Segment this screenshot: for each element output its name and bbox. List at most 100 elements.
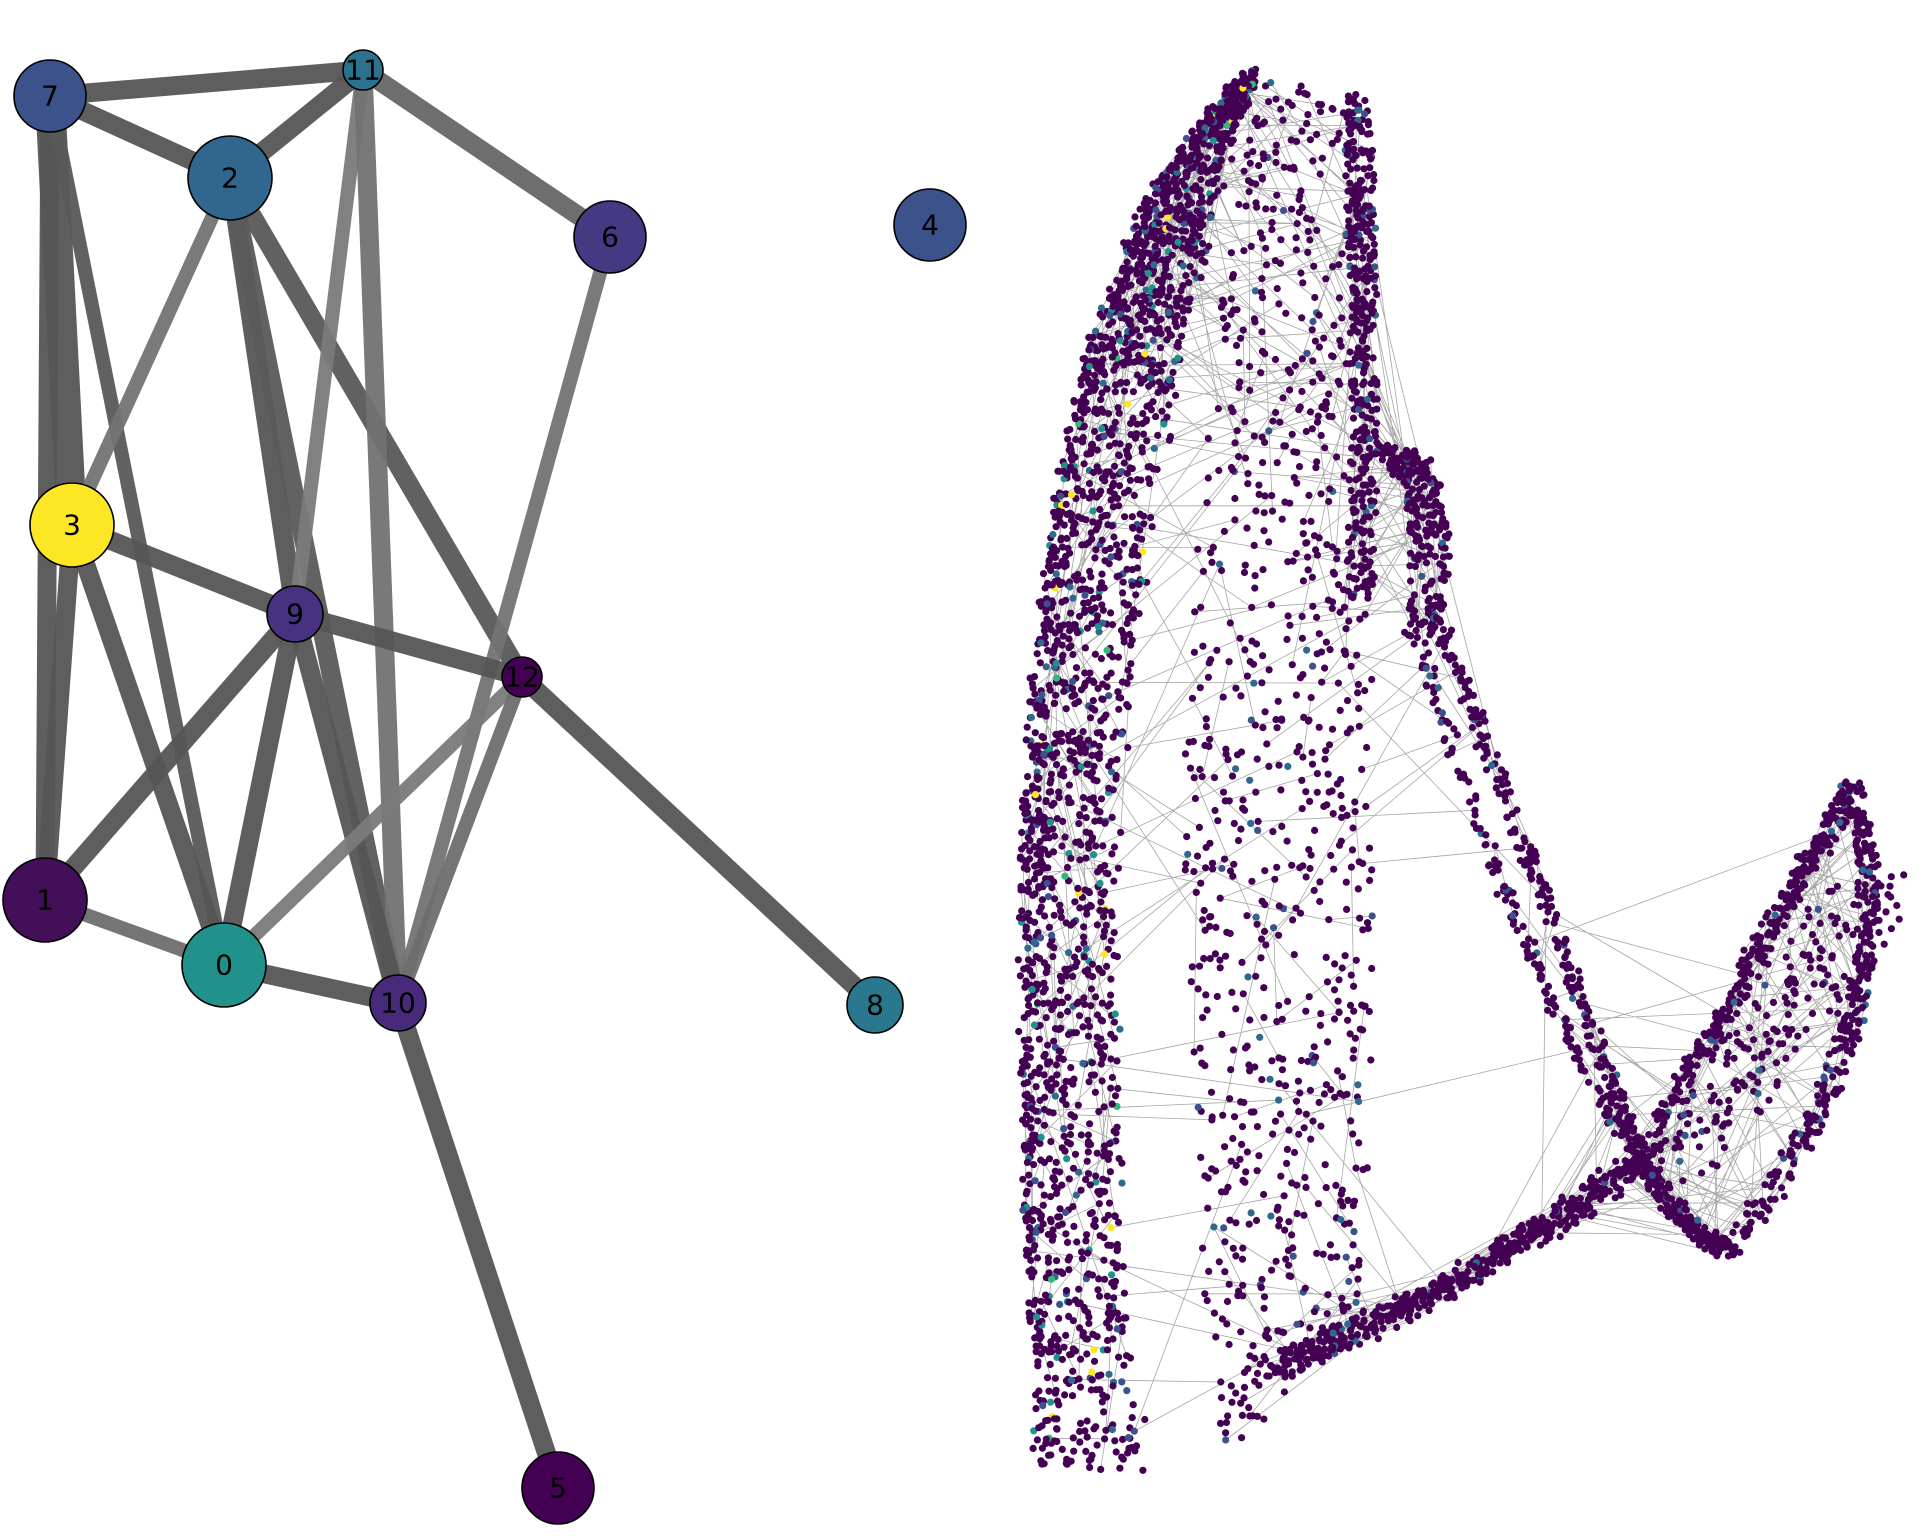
cell-point	[1283, 635, 1291, 644]
cell-point	[1188, 694, 1197, 702]
cell-point	[1344, 1016, 1352, 1024]
cell-point	[1124, 1449, 1132, 1457]
cell-point	[1273, 724, 1281, 732]
cell-point	[1142, 249, 1150, 257]
cell-point	[1576, 975, 1584, 983]
cell-point	[1366, 435, 1374, 443]
cell-point	[1139, 548, 1147, 556]
cell-point	[1174, 354, 1182, 362]
node-circle	[181, 922, 267, 1008]
cell-point	[1155, 219, 1163, 227]
cell-point	[1043, 1297, 1051, 1305]
cell-point	[1051, 1374, 1059, 1382]
cell-point	[1139, 304, 1147, 312]
cell-point	[1326, 485, 1334, 493]
cell-point	[1030, 875, 1039, 883]
cell-point	[1370, 375, 1378, 383]
cell-point	[1246, 386, 1254, 394]
cell-point	[1260, 509, 1268, 517]
cell-point	[1053, 1257, 1061, 1265]
cell-point	[1363, 243, 1371, 251]
cell-point	[1331, 1093, 1339, 1101]
cell-point	[1040, 1158, 1048, 1167]
cell-point	[1321, 444, 1329, 452]
cell-point	[1043, 1079, 1051, 1087]
cell-point	[1023, 964, 1031, 972]
cell-point	[1367, 155, 1375, 163]
cell-point	[1288, 661, 1296, 669]
cell-point	[1645, 1131, 1653, 1139]
cell-point	[1100, 368, 1108, 376]
cell-point	[1729, 1228, 1737, 1236]
cell-point	[1100, 1234, 1108, 1242]
cell-point	[1560, 939, 1568, 947]
cell-point	[1221, 1268, 1229, 1276]
cell-point	[1038, 896, 1047, 904]
cell-point	[1158, 256, 1166, 264]
cell-point	[1246, 1412, 1254, 1420]
cell-point	[1239, 796, 1247, 804]
cell-point	[1078, 515, 1086, 523]
cell-point	[1292, 1097, 1301, 1105]
cell-point	[1290, 163, 1298, 171]
cell-point	[1124, 1434, 1132, 1442]
cell-point	[1338, 1294, 1346, 1302]
cell-point	[1092, 842, 1100, 850]
cell-point	[1063, 1238, 1072, 1247]
cell-point	[1347, 662, 1355, 670]
cell-point	[1047, 1342, 1055, 1350]
cell-point	[1239, 1281, 1247, 1289]
cell-point	[1344, 587, 1352, 595]
cell-point	[1240, 167, 1248, 175]
cell-point	[1241, 1044, 1250, 1052]
cell-point	[1256, 1360, 1264, 1368]
cell-point	[1293, 1320, 1301, 1328]
cell-point	[1455, 666, 1463, 674]
cell-point	[1047, 1193, 1055, 1201]
cell-point	[1216, 894, 1224, 902]
cell-point	[1075, 1012, 1084, 1020]
cell-point	[1284, 762, 1292, 771]
cell-point	[1053, 1342, 1061, 1350]
cell-point	[1262, 205, 1270, 213]
cell-point	[1363, 1333, 1371, 1341]
cell-point	[1101, 546, 1109, 555]
cell-point	[1055, 794, 1063, 802]
cell-point	[1087, 573, 1095, 581]
cell-point	[1335, 261, 1343, 269]
cell-point	[1088, 441, 1097, 449]
cell-point	[1497, 766, 1506, 774]
cell-point	[1383, 1302, 1391, 1310]
cell-point	[1320, 334, 1328, 342]
cell-point	[1025, 1001, 1033, 1010]
cell-point	[1049, 1226, 1057, 1234]
cell-point	[1227, 1382, 1235, 1390]
cell-point	[1069, 1367, 1077, 1375]
cell-point	[1093, 1333, 1101, 1341]
cell-point	[1073, 1238, 1081, 1246]
cell-point	[1201, 926, 1209, 934]
cell-point	[1091, 371, 1099, 379]
cell-point	[1047, 1138, 1055, 1146]
cell-point	[1076, 856, 1084, 864]
cell-point	[1056, 1011, 1064, 1019]
cell-point	[1319, 1250, 1327, 1258]
cell-point	[1551, 1207, 1559, 1215]
cell-point	[1527, 1236, 1535, 1244]
cell-point	[1219, 314, 1228, 322]
cell-point	[1365, 202, 1373, 210]
cell-point	[1275, 1080, 1283, 1088]
cell-point	[1371, 263, 1379, 271]
cell-point	[1027, 1124, 1035, 1132]
cell-point	[1493, 751, 1501, 759]
cell-point	[1154, 388, 1162, 397]
cell-point	[1048, 801, 1056, 809]
cell-point	[1098, 570, 1106, 578]
cell-point	[1077, 1355, 1085, 1363]
cell-point	[1350, 1046, 1358, 1054]
cell-point	[1413, 510, 1421, 518]
cell-point	[1081, 1000, 1089, 1009]
cell-point	[1085, 1456, 1093, 1465]
cell-point	[1278, 1066, 1286, 1074]
cell-point	[1260, 927, 1269, 936]
